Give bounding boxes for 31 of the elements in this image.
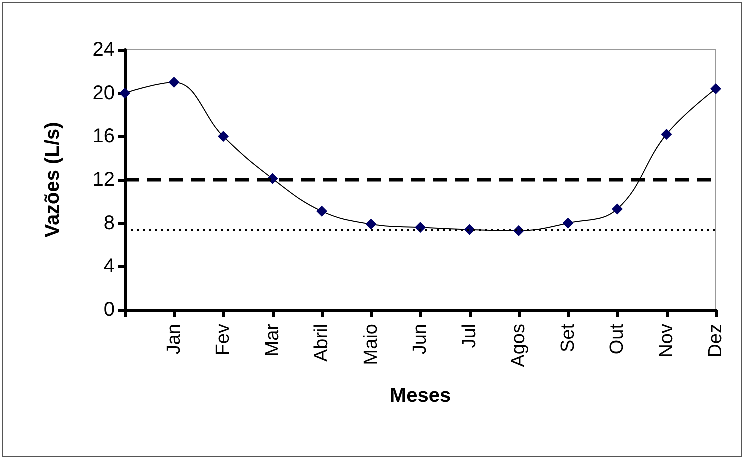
- x-tick-label: Nov: [656, 324, 678, 358]
- x-tick-label: Set: [558, 323, 579, 353]
- point: [168, 77, 180, 88]
- x-tick-label: Dez: [706, 324, 726, 358]
- y-tick-label: 20: [92, 82, 115, 104]
- x-tick-label: Jun: [410, 324, 431, 355]
- y-tick-label: 24: [92, 39, 115, 61]
- y-tick-label: 16: [92, 126, 115, 148]
- point: [218, 131, 229, 142]
- y-tick-label: 12: [92, 169, 115, 191]
- y-axis-title: Vazões (L/s): [42, 122, 64, 238]
- x-tick-label: Out: [607, 323, 628, 355]
- point: [710, 84, 722, 94]
- x-tick-label: Mar: [262, 323, 284, 357]
- x-tick-label: Abril: [312, 324, 332, 362]
- x-axis-title: Meses: [390, 385, 452, 407]
- point: [612, 204, 623, 215]
- point: [120, 88, 130, 99]
- point: [316, 206, 328, 217]
- y-tick-label: 4: [104, 256, 115, 278]
- x-tick-label: Fev: [213, 324, 234, 356]
- x-tick-label: Jan: [164, 324, 185, 355]
- x-tick-label: Jul: [459, 324, 480, 348]
- point: [415, 222, 426, 234]
- y-tick-label: 0: [104, 299, 115, 321]
- x-tick-label: Maio: [360, 324, 382, 366]
- x-tick-label: Agos: [508, 324, 530, 368]
- y-tick-label: 8: [104, 212, 115, 234]
- point: [366, 218, 377, 230]
- point: [661, 129, 672, 140]
- point: [562, 218, 574, 229]
